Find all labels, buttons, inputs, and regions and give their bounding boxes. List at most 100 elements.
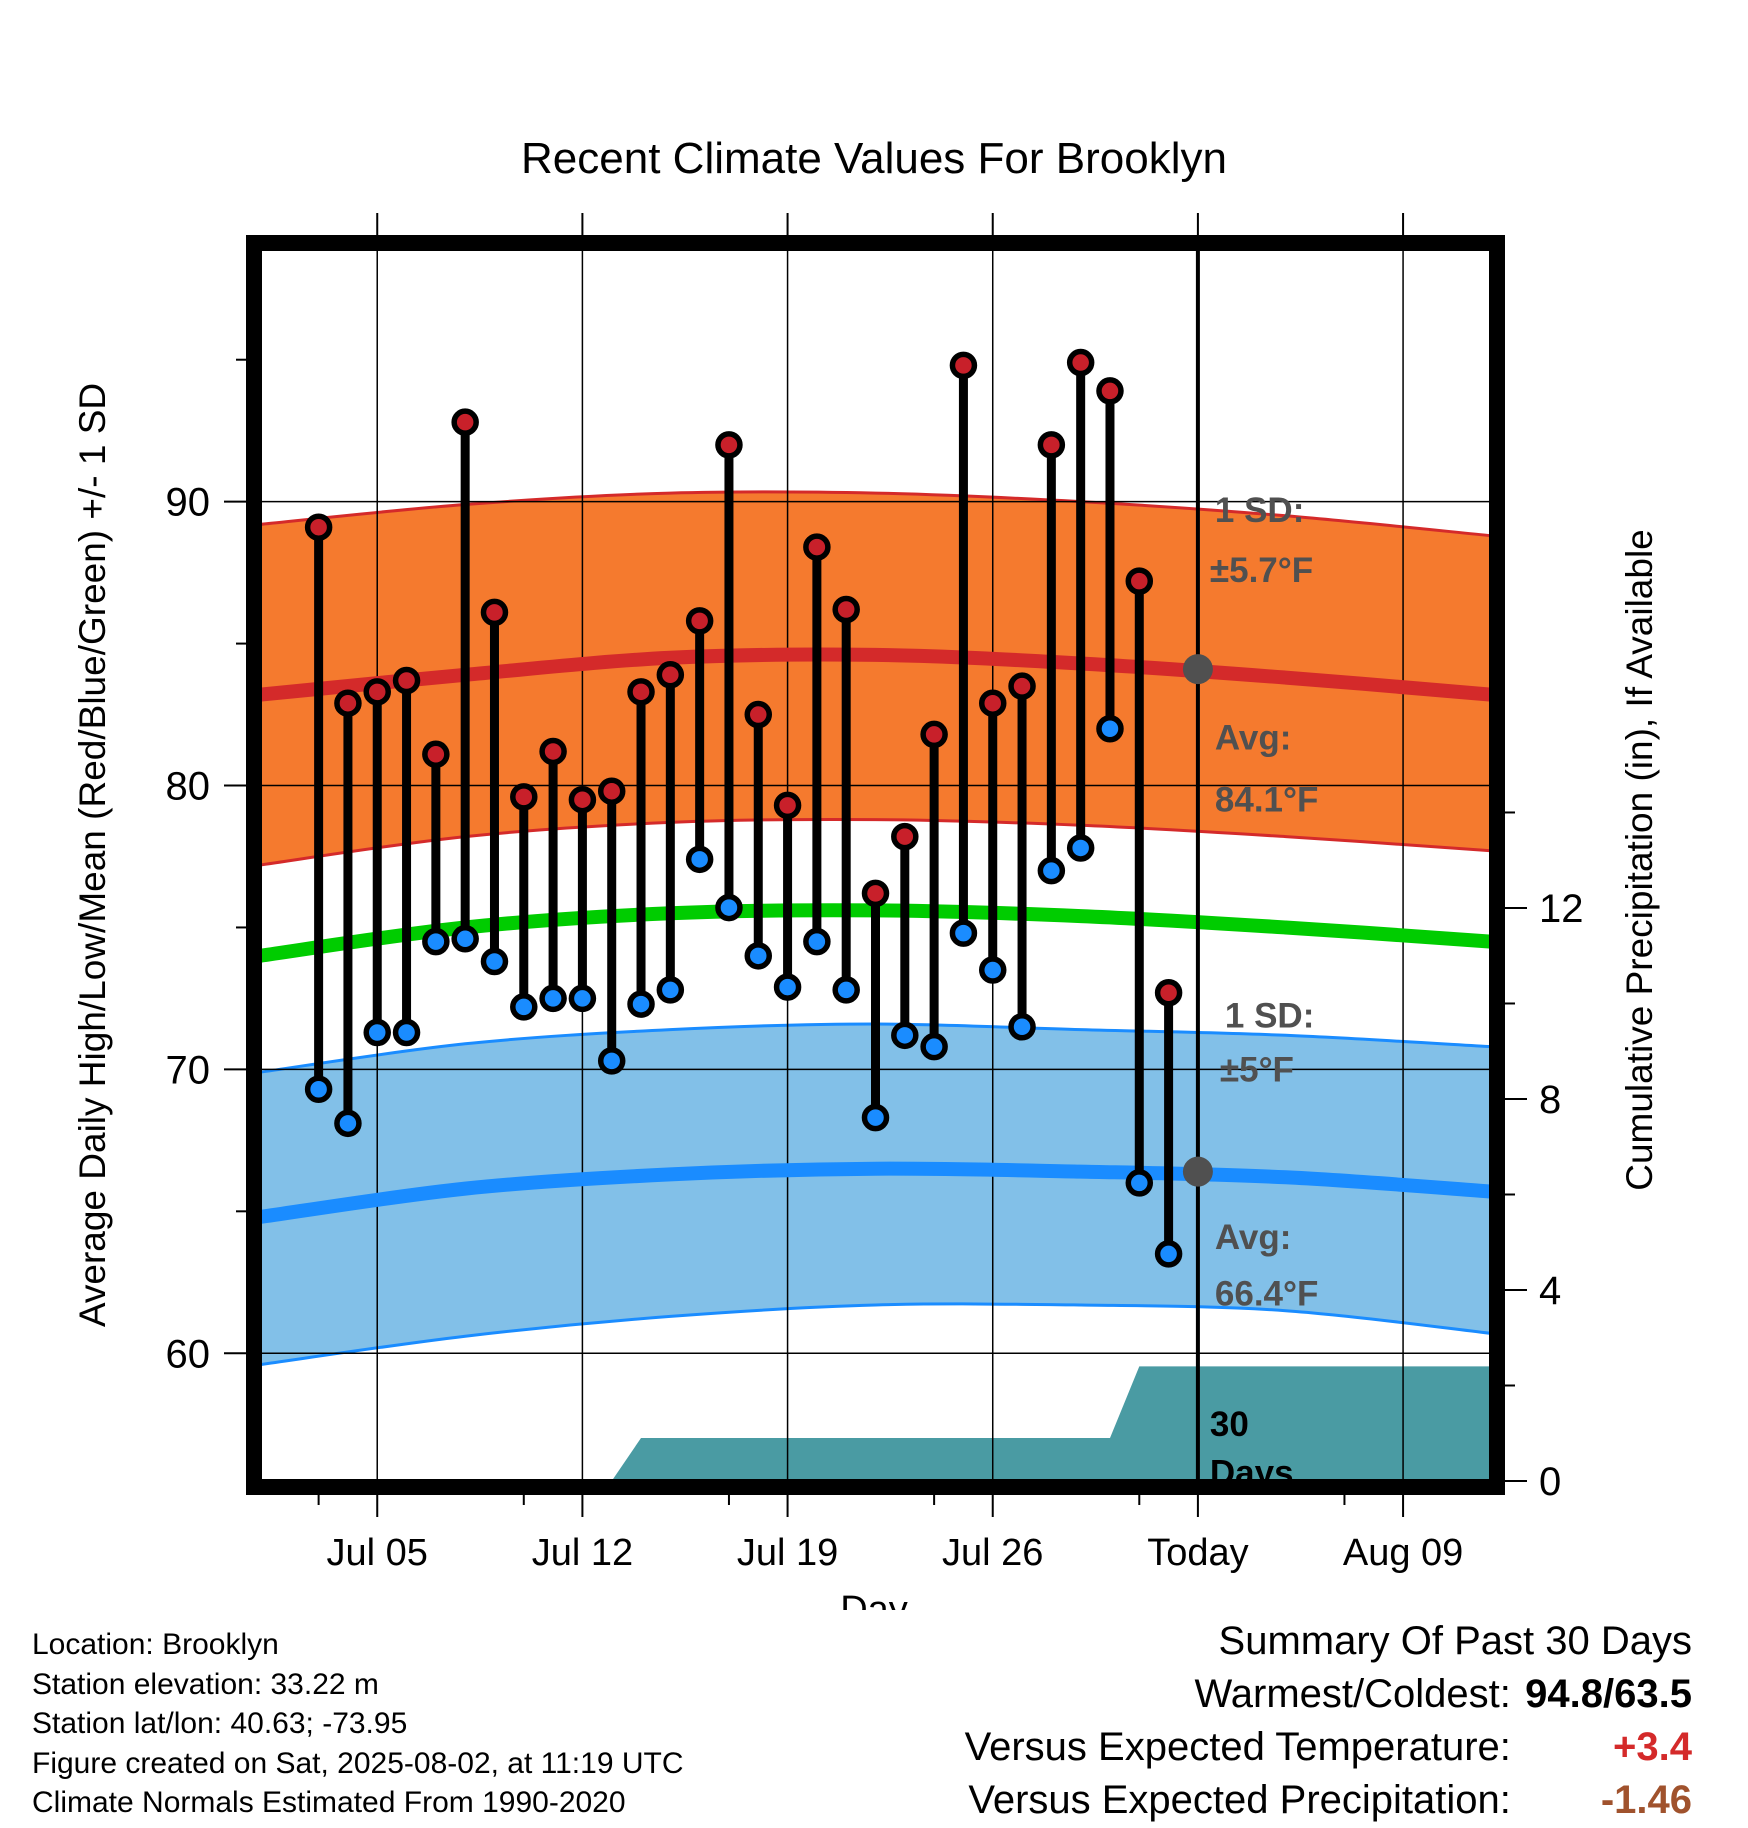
obs-high-point	[510, 783, 538, 811]
obs-low-point	[861, 1103, 890, 1132]
high-avg-label: Avg:	[1215, 718, 1291, 757]
precip-days-unit: Days	[1210, 1453, 1294, 1492]
obs-high-point	[949, 351, 978, 380]
obs-low-point	[304, 1075, 333, 1104]
obs-low-point	[480, 947, 509, 976]
obs-low-point	[1154, 1240, 1183, 1268]
warmest-value: 94.8/63.5	[1525, 1672, 1692, 1716]
obs-low-point	[334, 1109, 362, 1138]
y2-tick-label: 4	[1539, 1269, 1561, 1313]
obs-low-point	[539, 984, 567, 1013]
precip-days-count: 30	[1210, 1405, 1249, 1444]
obs-high-point	[861, 879, 890, 908]
low-sd-label: 1 SD:	[1225, 996, 1314, 1035]
obs-high-point	[304, 513, 333, 541]
precip-anomaly-value: -1.46	[1600, 1778, 1692, 1822]
obs-high-point	[363, 678, 391, 706]
low-avg-line	[260, 1161, 1491, 1224]
low-lower-line	[260, 1302, 1491, 1367]
today-high-avg-marker	[1182, 654, 1213, 685]
obs-low-point	[1096, 714, 1124, 743]
obs-high-point	[891, 822, 919, 851]
obs-high-point	[422, 740, 450, 769]
temp-anomaly-label: Versus Expected Temperature:	[964, 1725, 1511, 1769]
low-avg-value: 66.4°F	[1215, 1275, 1319, 1314]
obs-low-point	[920, 1032, 948, 1061]
y2-tick-label: 12	[1539, 887, 1584, 931]
obs-low-point	[773, 973, 802, 1001]
obs-low-point	[832, 976, 860, 1004]
obs-high-point	[1125, 567, 1154, 595]
chart-title: Recent Climate Values For Brooklyn	[521, 134, 1227, 183]
elevation-text: Station elevation: 33.22 m	[32, 1667, 379, 1701]
y-tick-label: 80	[166, 765, 211, 809]
obs-low-point	[363, 1018, 391, 1047]
obs-high-point	[685, 607, 714, 635]
summary-panel: Summary Of Past 30 Days Warmest/Coldest:…	[965, 1615, 1692, 1827]
obs-low-point	[392, 1018, 421, 1047]
obs-low-point	[451, 925, 479, 953]
x-tick-label: Today	[1147, 1532, 1248, 1574]
obs-low-point	[715, 893, 743, 922]
low-sd-band	[260, 1024, 1491, 1365]
latlon-text: Station lat/lon: 40.63; -73.95	[32, 1707, 408, 1740]
obs-high-point	[568, 785, 597, 814]
obs-high-point	[627, 678, 655, 706]
plot-content: 1 SD: ±5.7°F Avg: 84.1°F 1 SD: ±5°F Avg: 66.4°F…	[260, 249, 1491, 1492]
y-axis-label: Average Daily High/Low/Mean (Red/Blue/Gr…	[72, 383, 113, 1327]
high-sd-value: ±5.7°F	[1210, 551, 1313, 590]
location-text: Location: Brooklyn	[32, 1628, 279, 1661]
obs-high-point	[656, 661, 685, 689]
obs-low-point	[656, 976, 685, 1004]
obs-low-point	[1008, 1013, 1036, 1041]
y2-tick-label: 0	[1539, 1460, 1561, 1504]
obs-high-point	[539, 737, 567, 766]
obs-high-point	[451, 408, 479, 436]
obs-low-point	[978, 956, 1007, 984]
y2-axis-label: Cumulative Precipitation (in), If Availa…	[1619, 529, 1660, 1191]
low-sd-value: ±5°F	[1220, 1050, 1294, 1089]
obs-high-point	[1066, 348, 1095, 377]
obs-high-point	[1154, 978, 1183, 1007]
precip-area	[611, 1366, 1491, 1481]
y-tick-label: 60	[166, 1332, 211, 1376]
x-tick-label: Jul 26	[942, 1532, 1043, 1574]
obs-high-point	[744, 700, 773, 729]
obs-low-point	[1125, 1169, 1154, 1197]
summary-warmest-row: Warmest/Coldest: 94.8/63.5	[965, 1668, 1693, 1721]
obs-low-point	[422, 927, 450, 956]
obs-high-point	[334, 689, 362, 717]
obs-low-point	[1066, 834, 1095, 862]
summary-precip-row: Versus Expected Precipitation: -1.46	[965, 1774, 1692, 1827]
plot-frame	[246, 235, 1505, 1495]
climate-chart: Recent Climate Values For Brooklyn 1 SD:…	[72, 134, 1660, 1610]
obs-low-point	[568, 984, 597, 1013]
station-info: Location: Brooklyn Station elevation: 33…	[32, 1625, 684, 1823]
obs-low-point	[891, 1021, 919, 1050]
x-tick-label: Aug 09	[1343, 1532, 1463, 1574]
obs-low-point	[627, 990, 655, 1018]
obs-low-point	[1037, 856, 1066, 885]
obs-high-point	[803, 533, 831, 561]
warmest-label: Warmest/Coldest:	[1194, 1672, 1511, 1716]
obs-high-point	[978, 689, 1007, 717]
high-sd-label: 1 SD:	[1215, 491, 1304, 530]
obs-high-point	[920, 720, 948, 749]
obs-high-point	[715, 431, 743, 459]
obs-high-point	[392, 666, 421, 695]
high-sd-band	[260, 491, 1491, 865]
x-tick-label: Jul 12	[532, 1532, 633, 1574]
summary-temp-row: Versus Expected Temperature: +3.4	[965, 1721, 1692, 1774]
obs-low-point	[685, 845, 714, 874]
summary-title: Summary Of Past 30 Days	[1218, 1619, 1692, 1663]
x-axis-label: Day	[840, 1589, 908, 1610]
y-tick-label: 90	[166, 481, 211, 525]
high-avg-value: 84.1°F	[1215, 781, 1319, 820]
obs-low-point	[803, 927, 831, 956]
plot-area: 1 SD: ±5.7°F Avg: 84.1°F 1 SD: ±5°F Avg: 66.4°F…	[166, 213, 1584, 1574]
x-tick-label: Jul 05	[327, 1532, 428, 1574]
obs-low-point	[597, 1047, 626, 1075]
y-tick-label: 70	[166, 1048, 211, 1092]
y2-tick-label: 8	[1539, 1078, 1561, 1122]
obs-high-point	[597, 777, 626, 805]
